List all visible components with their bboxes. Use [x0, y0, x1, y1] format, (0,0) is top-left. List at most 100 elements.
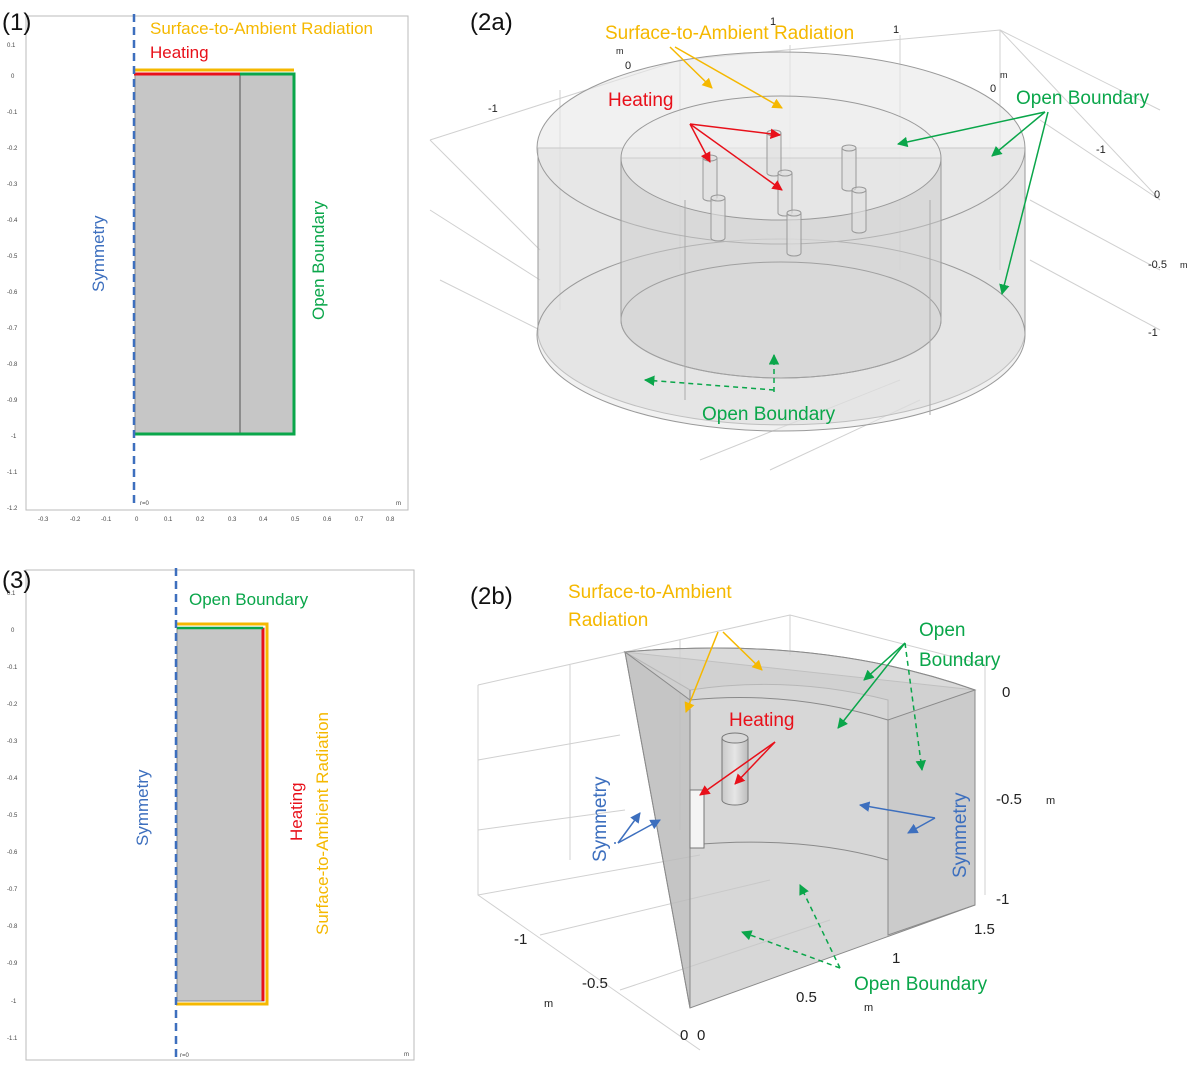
y-tick: 0 [11, 74, 15, 80]
axis-tick: -1 [1148, 327, 1158, 339]
axis-tick: m [1046, 795, 1055, 807]
heater-rod-top [710, 194, 726, 202]
axis-tick: 1 [893, 24, 899, 36]
heater-rods [702, 129, 867, 257]
y-tick: -1.2 [7, 506, 18, 512]
y-tick: -0.8 [7, 362, 18, 368]
x-tick: 0.4 [259, 517, 268, 523]
panel-label-1: (1) [2, 9, 31, 36]
x-axis-unit: m [396, 501, 401, 507]
heating-label: Heating [729, 710, 795, 731]
heater-rod [710, 198, 726, 242]
open-boundary-label: Open Boundary [189, 590, 309, 609]
heater-rod-top [841, 144, 857, 152]
x-tick: 0.5 [291, 517, 300, 523]
heating-label: Heating [608, 90, 674, 111]
y-tick: -1.1 [7, 470, 18, 476]
y-tick: -0.8 [7, 924, 18, 930]
heater-rod [766, 133, 782, 177]
y-tick: -1.1 [7, 1036, 18, 1042]
y-tick: -0.9 [7, 961, 18, 967]
open-arrow [991, 111, 1046, 157]
y-tick: -0.1 [7, 110, 18, 116]
symmetry-arrow [907, 817, 936, 834]
x-tick: 0.2 [196, 517, 205, 523]
symmetry-left-label: Symmetry [590, 776, 611, 862]
heating-arrow [699, 741, 776, 796]
symmetry-arrow [858, 801, 936, 819]
axis-tick: -1 [514, 931, 527, 948]
heater-rod [841, 148, 857, 192]
heating-arrow [689, 123, 782, 140]
axis-tick: -1 [1096, 144, 1106, 156]
panel-2b: 0 -0.5 m -1 1.5 1 0.5 m 0 0 -0.5 -1 m Su… [477, 582, 1055, 1051]
y-tick: -0.6 [7, 290, 18, 296]
open-arrow [863, 642, 906, 681]
y-tick: -0.2 [7, 702, 18, 708]
heater-rod-top [702, 154, 718, 162]
y-tick: -0.7 [7, 887, 18, 893]
heater-rod [851, 190, 867, 234]
open-boundary [135, 72, 296, 436]
x-tick: 0.1 [164, 517, 173, 523]
axis-tick: m [864, 1002, 873, 1014]
axis-tick: 1.5 [974, 921, 995, 938]
heating-arrow [689, 123, 711, 163]
panel-label-3: (3) [2, 567, 31, 594]
half-heater-rod [689, 789, 705, 849]
open-bottom-label: Open Boundary [702, 404, 836, 425]
axis-tick: 0 [680, 1027, 688, 1044]
x-tick: 0.6 [323, 517, 332, 523]
radiation-label: Surface-to-Ambient Radiation [605, 23, 854, 44]
heating-arrow [734, 741, 776, 785]
open-arrow-dashed [904, 642, 926, 772]
origin-label: r=0 [180, 1053, 190, 1059]
panel-label-2b: (2b) [470, 583, 513, 610]
heater-rod-top [851, 186, 867, 194]
inner-cylinder-bottom [620, 261, 942, 379]
panel-1-x-ticks: -0.3 -0.2 -0.1 0 0.1 0.2 0.3 0.4 0.5 0.6… [38, 501, 401, 523]
y-tick: 0 [11, 628, 15, 634]
axis-tick: 0 [1154, 189, 1160, 201]
axis-tick: 0 [990, 83, 996, 95]
open-top-label: Open Boundary [1016, 88, 1150, 109]
x-tick: -0.3 [38, 517, 49, 523]
y-tick: -0.3 [7, 739, 18, 745]
open-top-label-line1: Open [919, 620, 965, 641]
radiation-label-line1: Surface-to-Ambient [568, 582, 732, 603]
axis-tick: m [616, 46, 624, 56]
axis-tick: 0 [625, 60, 631, 72]
heating-arrow [689, 123, 783, 191]
x-tick: 0.3 [228, 517, 237, 523]
axis-tick: -0.5 [996, 791, 1022, 808]
axis-tick: -1 [488, 103, 498, 115]
x-tick: 0 [135, 517, 139, 523]
x-tick: -0.1 [101, 517, 112, 523]
panel-2a: 1 1 m 0 m 0 -1 -1 0 -0.5 m -1 Surface-to… [429, 16, 1188, 471]
y-tick: -1 [11, 434, 17, 440]
x-tick: 0.8 [386, 517, 395, 523]
heater-rod [786, 213, 802, 257]
heating-label: Heating [287, 782, 306, 841]
domain-rectangle [176, 627, 265, 1002]
y-tick: -0.7 [7, 326, 18, 332]
panel-1-y-ticks: 0.1 0 -0.1 -0.2 -0.3 -0.4 -0.5 -0.6 -0.7… [7, 43, 18, 512]
y-tick: -1 [11, 999, 17, 1005]
y-tick: -0.3 [7, 182, 18, 188]
axis-tick: -1 [996, 891, 1009, 908]
y-tick: -0.1 [7, 665, 18, 671]
panel-2b-arrows [614, 631, 936, 969]
axis-tick: 0 [697, 1027, 705, 1044]
y-tick: 0.1 [7, 43, 16, 49]
symmetry-arrow [617, 812, 641, 844]
y-tick: -0.4 [7, 776, 18, 782]
axis-tick: 0.5 [796, 989, 817, 1006]
panel-3: 0.1 0 -0.1 -0.2 -0.3 -0.4 -0.5 -0.6 -0.7… [7, 568, 415, 1062]
y-tick: 0.1 [7, 591, 16, 597]
heater-rod [721, 738, 749, 806]
x-axis-unit: m [404, 1052, 409, 1058]
radiation-boundary [176, 622, 269, 1006]
open-boundary-label: Open Boundary [309, 200, 328, 320]
radiation-label: Surface-to-Ambient Radiation [150, 19, 373, 38]
